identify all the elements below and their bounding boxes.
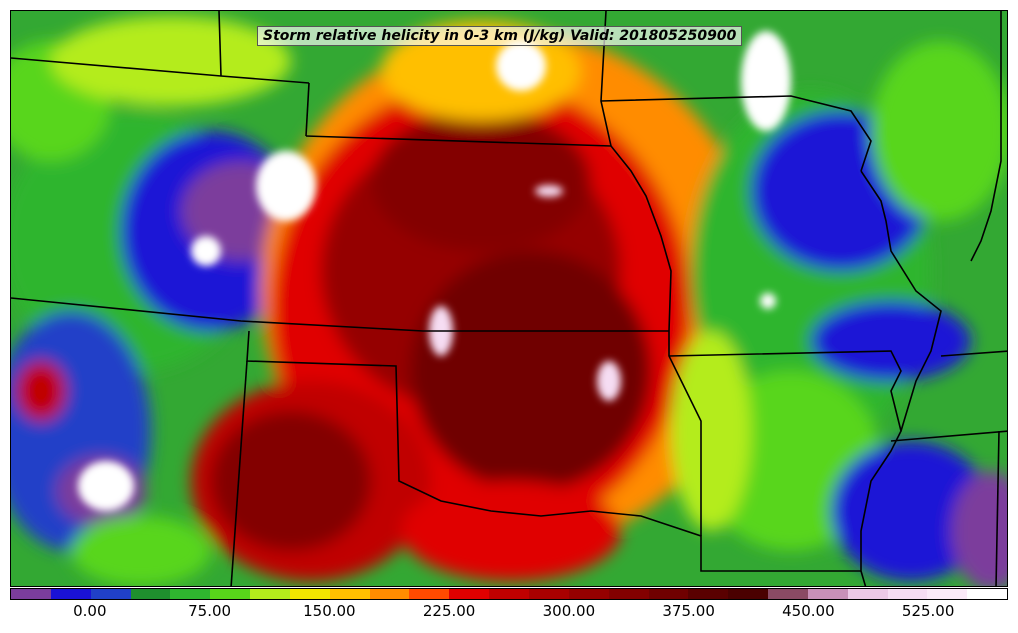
map-title: Storm relative helicity in 0-3 km (J/kg)… — [257, 26, 743, 46]
colorbar-segment — [608, 589, 649, 599]
colorbar-segment — [409, 589, 450, 599]
colorbar-segment — [170, 589, 211, 599]
colorbar-tick-label: 75.00 — [188, 602, 232, 620]
helicity-map — [11, 11, 1007, 586]
colorbar-segment — [728, 589, 769, 599]
colorbar-segment — [648, 589, 689, 599]
colorbar-tick-label: 375.00 — [662, 602, 715, 620]
state-boundaries — [11, 11, 1007, 586]
colorbar-segment — [887, 589, 928, 599]
colorbar-segment — [489, 589, 529, 599]
colorbar-segment — [568, 589, 609, 599]
colorbar-segment — [250, 589, 290, 599]
colorbar-segment — [847, 589, 888, 599]
colorbar-tick-label: 225.00 — [422, 602, 476, 620]
colorbar-segment — [369, 589, 410, 599]
colorbar-tick-label: 450.00 — [782, 602, 835, 620]
colorbar-segment — [50, 589, 91, 599]
colorbar-segment — [210, 589, 251, 599]
colorbar-segment — [11, 589, 51, 599]
colorbar-segment — [449, 589, 490, 599]
colorbar-segment — [807, 589, 848, 599]
colorbar-tick-label: 300.00 — [542, 602, 596, 620]
colorbar-segment — [90, 589, 131, 599]
helicity-field — [11, 11, 1007, 586]
colorbar-tick-label: 150.00 — [303, 602, 356, 620]
colorbar-segment — [528, 589, 569, 599]
colorbar-segment — [967, 589, 1008, 599]
colorbar-tick-label: 525.00 — [901, 602, 955, 620]
colorbar-segment — [927, 589, 968, 599]
map-panel: Storm relative helicity in 0-3 km (J/kg)… — [10, 10, 1008, 587]
colorbar-segment — [688, 589, 729, 599]
colorbar-segment — [768, 589, 808, 599]
colorbar-tick-label: 0.00 — [73, 602, 107, 620]
colorbar-tick-labels: 0.00 75.00 150.00 225.00 300.00 375.00 450.00 5… — [10, 602, 1008, 626]
colorbar — [10, 588, 1008, 600]
colorbar-segment — [329, 589, 370, 599]
colorbar-segment — [289, 589, 330, 599]
colorbar-segment — [130, 589, 171, 599]
